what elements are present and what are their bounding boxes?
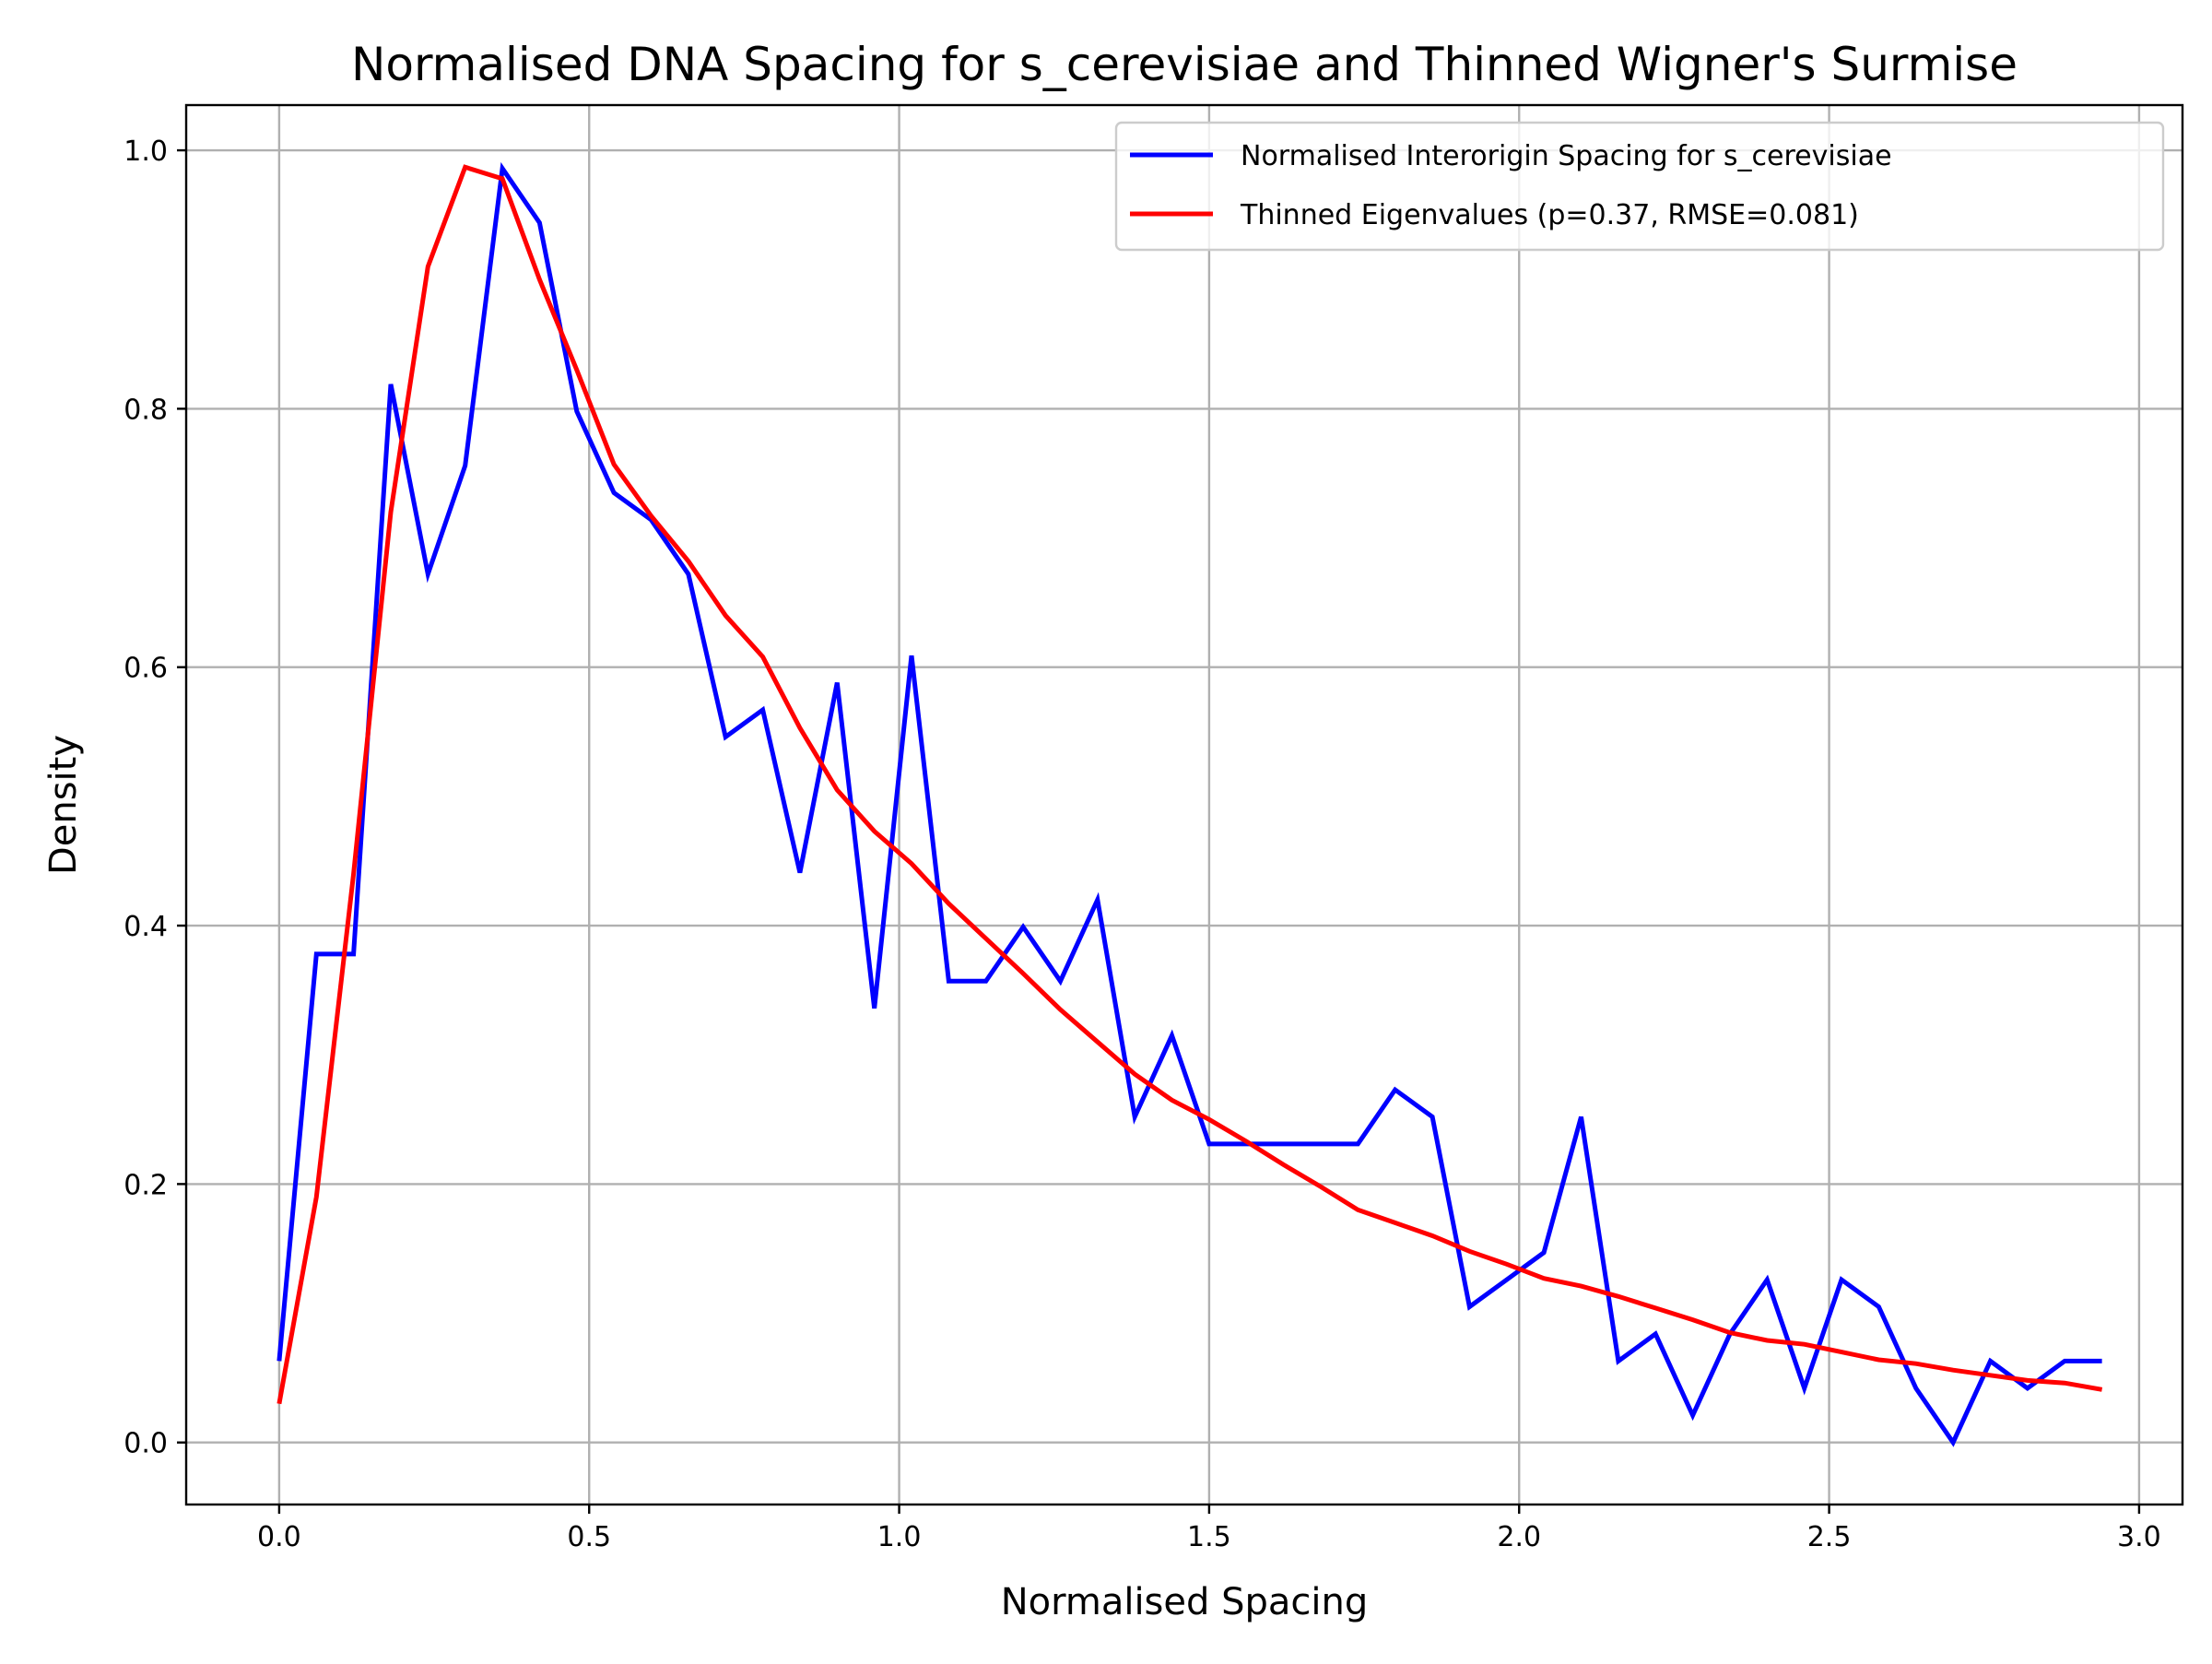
legend-box bbox=[1114, 121, 2165, 252]
x-axis-title: Normalised Spacing bbox=[1001, 1581, 1369, 1623]
x-tick-label: 1.5 bbox=[1187, 1521, 1231, 1553]
plot-lines bbox=[276, 161, 2103, 1447]
x-tick-label: 0.0 bbox=[257, 1521, 301, 1553]
interorigin-spacing-line bbox=[276, 161, 2102, 1447]
legend: Normalised Interorigin Spacing for s_cer… bbox=[1114, 121, 2165, 252]
thinned-eigenvalues-line bbox=[276, 164, 2103, 1405]
y-tick-label: 0.4 bbox=[124, 911, 168, 943]
y-axis-title: Density bbox=[42, 735, 85, 875]
legend-label-interorigin: Normalised Interorigin Spacing for s_cer… bbox=[1241, 140, 1892, 172]
y-tick-label: 1.0 bbox=[124, 136, 168, 168]
x-tick-label: 1.0 bbox=[877, 1521, 922, 1553]
axis-ticks: 0.0 0.5 1.0 1.5 2.0 2.5 3.0 0.0 0.2 0.4 0.6 0.8 1.0 bbox=[124, 136, 2160, 1553]
x-tick-label: 0.5 bbox=[567, 1521, 611, 1553]
y-tick-label: 0.8 bbox=[124, 394, 168, 426]
y-tick-label: 0.6 bbox=[124, 653, 168, 685]
x-tick-label: 2.0 bbox=[1497, 1521, 1541, 1553]
x-tick-label: 2.5 bbox=[1807, 1521, 1852, 1553]
legend-label-thinned: Thinned Eigenvalues (p=0.37, RMSE=0.081) bbox=[1240, 199, 1859, 231]
y-tick-label: 0.0 bbox=[124, 1428, 168, 1460]
y-tick-label: 0.2 bbox=[124, 1169, 168, 1201]
plot-frame bbox=[184, 103, 2184, 1506]
chart-title: Normalised DNA Spacing for s_cerevisiae … bbox=[351, 38, 2018, 91]
x-tick-label: 3.0 bbox=[2117, 1521, 2161, 1553]
